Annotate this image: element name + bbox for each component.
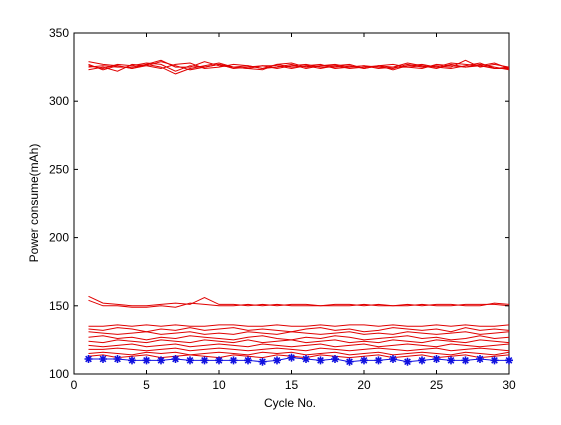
series-line-4 [88, 59, 510, 75]
x-axis-label: Cycle No. [264, 396, 316, 410]
series-marker [374, 356, 383, 365]
series-marker [302, 354, 310, 363]
x-tick-label: 25 [430, 378, 444, 392]
y-tick-label: 350 [49, 26, 69, 40]
series-marker [316, 356, 325, 365]
series-marker [99, 354, 107, 363]
series-marker [244, 356, 252, 365]
series-marker [432, 354, 441, 363]
series-marker [215, 356, 223, 365]
series-marker [345, 357, 354, 366]
series-marker [229, 356, 238, 365]
series-marker [186, 356, 194, 365]
x-tick-label: 15 [285, 378, 299, 392]
series-marker [505, 356, 513, 365]
series-line-6 [88, 295, 510, 307]
series-marker [128, 356, 136, 365]
series-line-8 [88, 324, 510, 327]
plot-frame [73, 32, 510, 375]
x-tick-label: 20 [357, 378, 371, 392]
y-tick-label: 250 [49, 162, 69, 176]
y-tick-label: 300 [49, 94, 69, 108]
series-marker [331, 354, 339, 363]
series-line-5 [88, 61, 509, 71]
series-line-10 [88, 331, 510, 335]
series-marker [200, 356, 209, 365]
series-marker [113, 354, 122, 363]
series-line-13 [88, 343, 510, 348]
series-line-15 [88, 351, 510, 356]
series-marker [461, 356, 470, 365]
y-tick-label: 150 [49, 299, 69, 313]
series-marker [360, 356, 368, 365]
series-marker [171, 354, 180, 363]
ticks-layer: 0 5 10 15 20 25 30 100 150 200 250 300 350 [49, 26, 516, 392]
y-axis-label: Power consume(mAh) [27, 144, 41, 263]
series-line-12 [88, 339, 510, 344]
series-marker [447, 356, 455, 365]
plot-area [73, 32, 510, 375]
series-marker [490, 356, 499, 365]
series-marker [258, 357, 267, 366]
series-marker [418, 356, 426, 365]
series-marker [157, 356, 165, 365]
series-line-2 [88, 62, 510, 72]
series-marker [287, 353, 296, 362]
x-tick-label: 30 [502, 378, 516, 392]
series-marker [403, 357, 412, 366]
x-tick-label: 0 [71, 378, 78, 392]
y-tick-label: 200 [49, 231, 69, 245]
series-marker [142, 356, 151, 365]
series-marker [476, 354, 484, 363]
series-marker [273, 356, 281, 365]
series-line-7 [88, 299, 510, 308]
series-line-11 [88, 335, 510, 341]
series-layer [84, 59, 513, 366]
series-line-9 [88, 327, 510, 333]
series-line-14 [88, 347, 510, 352]
series-marker [84, 354, 93, 363]
x-tick-label: 5 [143, 378, 150, 392]
x-tick-label: 10 [212, 378, 226, 392]
series-marker [389, 354, 397, 363]
y-tick-label: 100 [49, 367, 69, 381]
